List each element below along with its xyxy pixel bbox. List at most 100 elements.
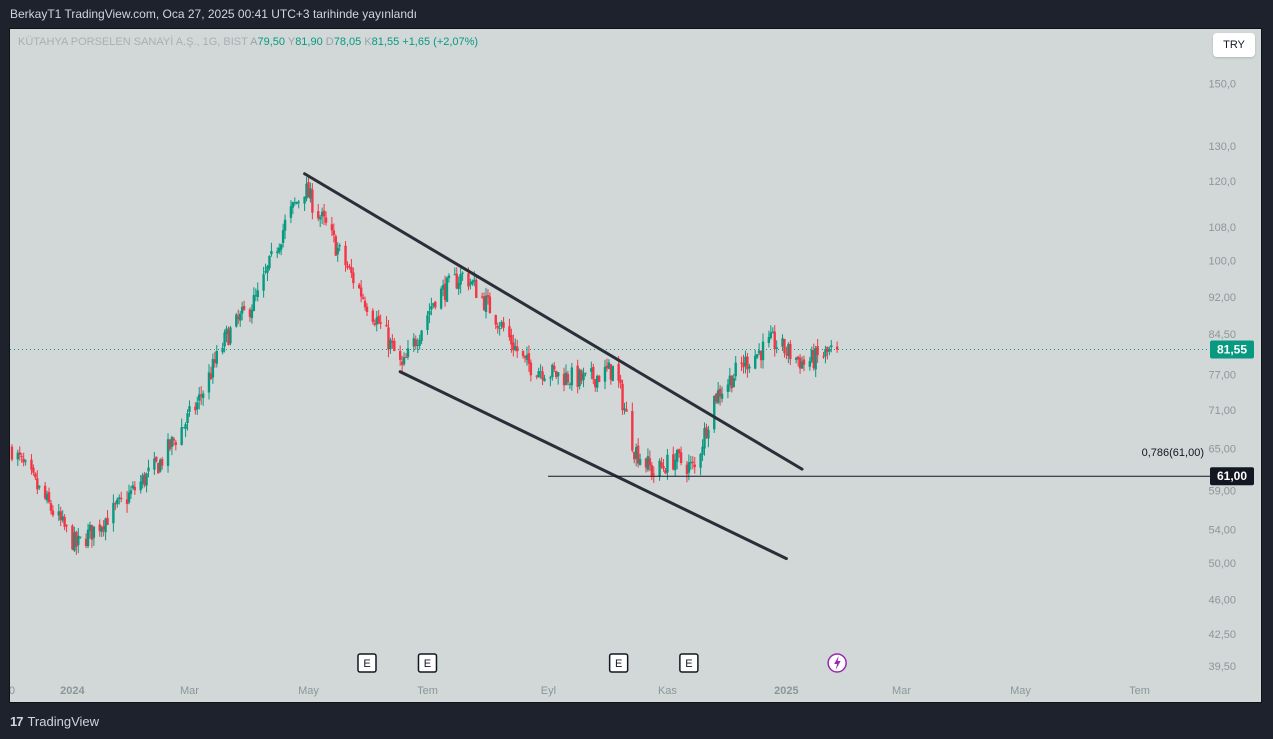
candle-body	[330, 224, 334, 231]
candle-body	[650, 465, 654, 476]
candle-body	[318, 217, 322, 220]
candle-body	[800, 361, 804, 369]
candle-body	[385, 324, 388, 327]
candle-body	[555, 370, 558, 377]
candle-body	[796, 356, 800, 360]
candle-body	[677, 449, 681, 454]
candle-body	[38, 485, 41, 488]
candle-body	[482, 296, 486, 310]
candle-body	[155, 456, 158, 462]
candle-body	[305, 183, 308, 199]
candle-body	[730, 375, 734, 389]
candle-body	[293, 202, 297, 204]
candle-body	[32, 467, 35, 473]
earnings-event-marker[interactable]	[608, 653, 629, 673]
candle-body	[754, 355, 757, 369]
candle-body	[447, 275, 451, 278]
candle-body	[198, 394, 201, 401]
tradingview-logo[interactable]: 17 TradingView	[10, 714, 99, 729]
candle-body	[646, 456, 650, 470]
candle-body	[196, 402, 199, 410]
candle-body	[578, 369, 581, 387]
last-price-value: 81,55	[1217, 343, 1247, 357]
currency-button[interactable]: TRY	[1213, 33, 1255, 57]
candle-body	[744, 356, 747, 366]
candle-body	[77, 535, 80, 546]
candle-body	[597, 375, 601, 382]
candle-body	[734, 362, 737, 377]
candle-body	[59, 511, 62, 521]
candle-body	[611, 365, 615, 381]
price-axis-label: 39,50	[1208, 661, 1236, 673]
candle-body	[90, 524, 94, 540]
candle-body	[346, 265, 349, 268]
candle-body	[118, 497, 121, 500]
legend-high-label: Y	[287, 36, 296, 48]
price-axis-label: 59,00	[1208, 486, 1236, 498]
lower-channel-line[interactable]	[398, 370, 788, 561]
candle-body	[828, 349, 831, 352]
candle-body	[535, 375, 538, 377]
candle-body	[467, 273, 470, 287]
candle-body	[141, 475, 144, 484]
candle-body	[644, 458, 648, 468]
price-axis-label: 65,00	[1208, 443, 1236, 455]
candle-body	[705, 427, 708, 438]
time-axis-label: May	[1010, 685, 1031, 697]
lightning-bolt-icon	[834, 656, 841, 670]
time-axis-label: May	[298, 685, 319, 697]
legend-open-value: 79,50	[257, 36, 285, 48]
candle-body	[406, 348, 410, 357]
candle-body	[746, 356, 749, 370]
candle-body	[84, 538, 88, 547]
candle-body	[830, 345, 833, 348]
candle-body	[357, 284, 361, 289]
candle-body	[605, 365, 609, 369]
candle-body	[373, 323, 377, 325]
candle-body	[808, 360, 812, 367]
chart-pane[interactable]: 150,0 130,0 120,0 108,0 100,0 92,00 84,50 77,00…	[9, 28, 1262, 703]
earnings-event-marker[interactable]	[679, 653, 699, 673]
candle-body	[398, 350, 402, 360]
candle-body	[521, 350, 525, 357]
candle-body	[439, 288, 443, 309]
candle-body	[252, 295, 256, 311]
candle-body	[529, 362, 533, 376]
price-axis-label: 54,00	[1208, 524, 1236, 536]
candle-body	[689, 461, 693, 464]
tradingview-brand: TradingView	[27, 714, 100, 729]
upper-channel-line[interactable]	[303, 172, 804, 471]
candle-body	[270, 251, 273, 255]
candle-body	[652, 473, 655, 475]
candle-body	[787, 344, 790, 357]
candle-body	[238, 313, 242, 321]
candle-body	[412, 338, 416, 347]
candle-body	[607, 362, 611, 369]
candle-body	[789, 343, 792, 360]
candle-body	[24, 460, 27, 462]
candle-body	[662, 466, 665, 469]
time-axis-label: Tem	[1129, 685, 1150, 697]
earnings-event-marker[interactable]	[417, 653, 438, 673]
candle-body	[525, 354, 529, 360]
candle-body	[391, 341, 394, 343]
candle-body	[432, 303, 435, 306]
earnings-event-marker[interactable]	[357, 653, 377, 673]
candle-body	[703, 428, 706, 449]
candle-body	[445, 277, 449, 302]
price-chart[interactable]: 150,0 130,0 120,0 108,0 100,0 92,00 84,50 77,00…	[10, 29, 1261, 702]
candle-body	[562, 373, 566, 386]
candle-body	[172, 438, 176, 441]
level-price-tag	[1210, 467, 1254, 486]
candle-body	[174, 442, 178, 445]
candle-body	[49, 503, 53, 511]
candle-body	[773, 331, 776, 350]
candle-body	[57, 511, 60, 516]
candle-body	[322, 210, 326, 217]
candle-body	[748, 366, 751, 369]
candle-body	[543, 378, 546, 382]
candle-body	[469, 282, 472, 285]
candle-body	[471, 280, 474, 285]
candle-body	[666, 454, 669, 473]
candle-body	[502, 322, 505, 328]
